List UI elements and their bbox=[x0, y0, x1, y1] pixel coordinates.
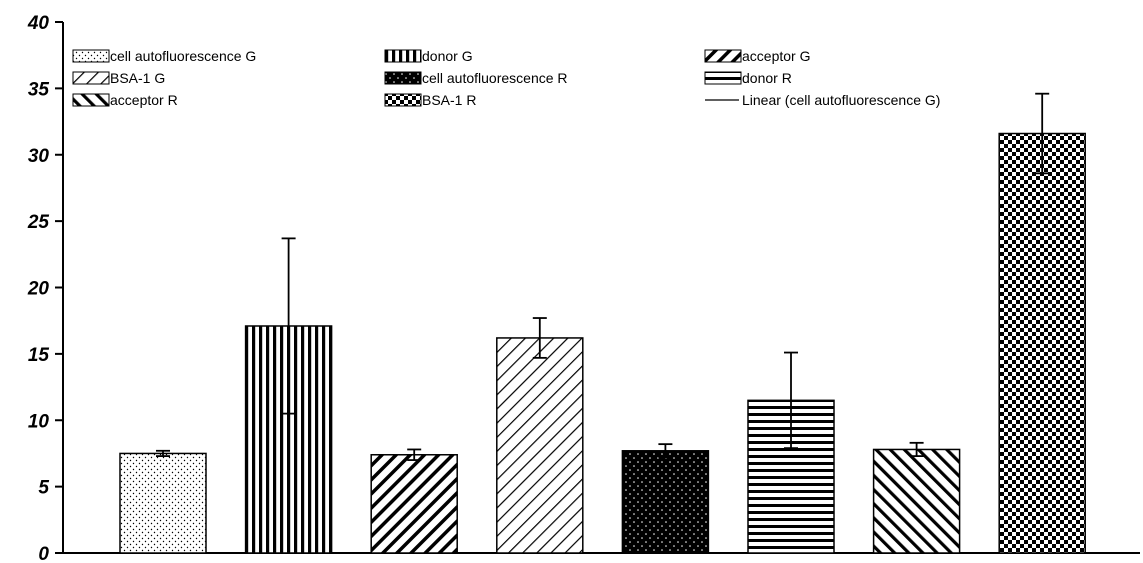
legend-swatch bbox=[72, 49, 110, 63]
legend-swatch bbox=[384, 71, 422, 85]
legend-label: donor R bbox=[742, 70, 792, 86]
legend-label: cell autofluorescence G bbox=[110, 48, 256, 64]
y-tick-label: 20 bbox=[27, 279, 50, 300]
y-tick-label: 15 bbox=[28, 345, 50, 366]
legend-label: acceptor G bbox=[742, 48, 810, 64]
legend-label: BSA-1 G bbox=[110, 70, 165, 86]
y-tick-label: 10 bbox=[28, 411, 50, 432]
y-tick-label: 40 bbox=[27, 13, 50, 34]
legend-swatch bbox=[72, 93, 110, 107]
y-axis: 0 5 10 15 20 25 30 35 40 bbox=[27, 13, 1140, 563]
bars bbox=[119, 132, 1086, 554]
bar bbox=[621, 450, 710, 554]
y-tick-label: 35 bbox=[28, 79, 50, 100]
legend: cell autofluorescence G donor G acceptor G… bbox=[72, 48, 940, 108]
bar bbox=[119, 452, 207, 554]
legend-swatch bbox=[704, 71, 742, 85]
legend-label: Linear (cell autofluorescence G) bbox=[742, 92, 940, 108]
y-tick-label: 0 bbox=[38, 544, 49, 563]
bar bbox=[496, 337, 584, 554]
legend-swatch bbox=[72, 71, 110, 85]
bar bbox=[872, 448, 961, 554]
legend-label: donor G bbox=[422, 48, 473, 64]
error-bars bbox=[156, 92, 1050, 461]
legend-swatch bbox=[384, 49, 422, 63]
legend-label: BSA-1 R bbox=[422, 92, 476, 108]
bar bbox=[370, 454, 458, 554]
y-tick-label: 5 bbox=[38, 478, 49, 499]
y-tick-label: 25 bbox=[27, 212, 50, 233]
legend-swatch bbox=[704, 49, 742, 63]
legend-label: acceptor R bbox=[110, 92, 178, 108]
bar bbox=[998, 132, 1086, 554]
legend-label: cell autofluorescence R bbox=[422, 70, 568, 86]
legend-swatch bbox=[384, 93, 422, 107]
y-tick-label: 30 bbox=[28, 146, 50, 167]
